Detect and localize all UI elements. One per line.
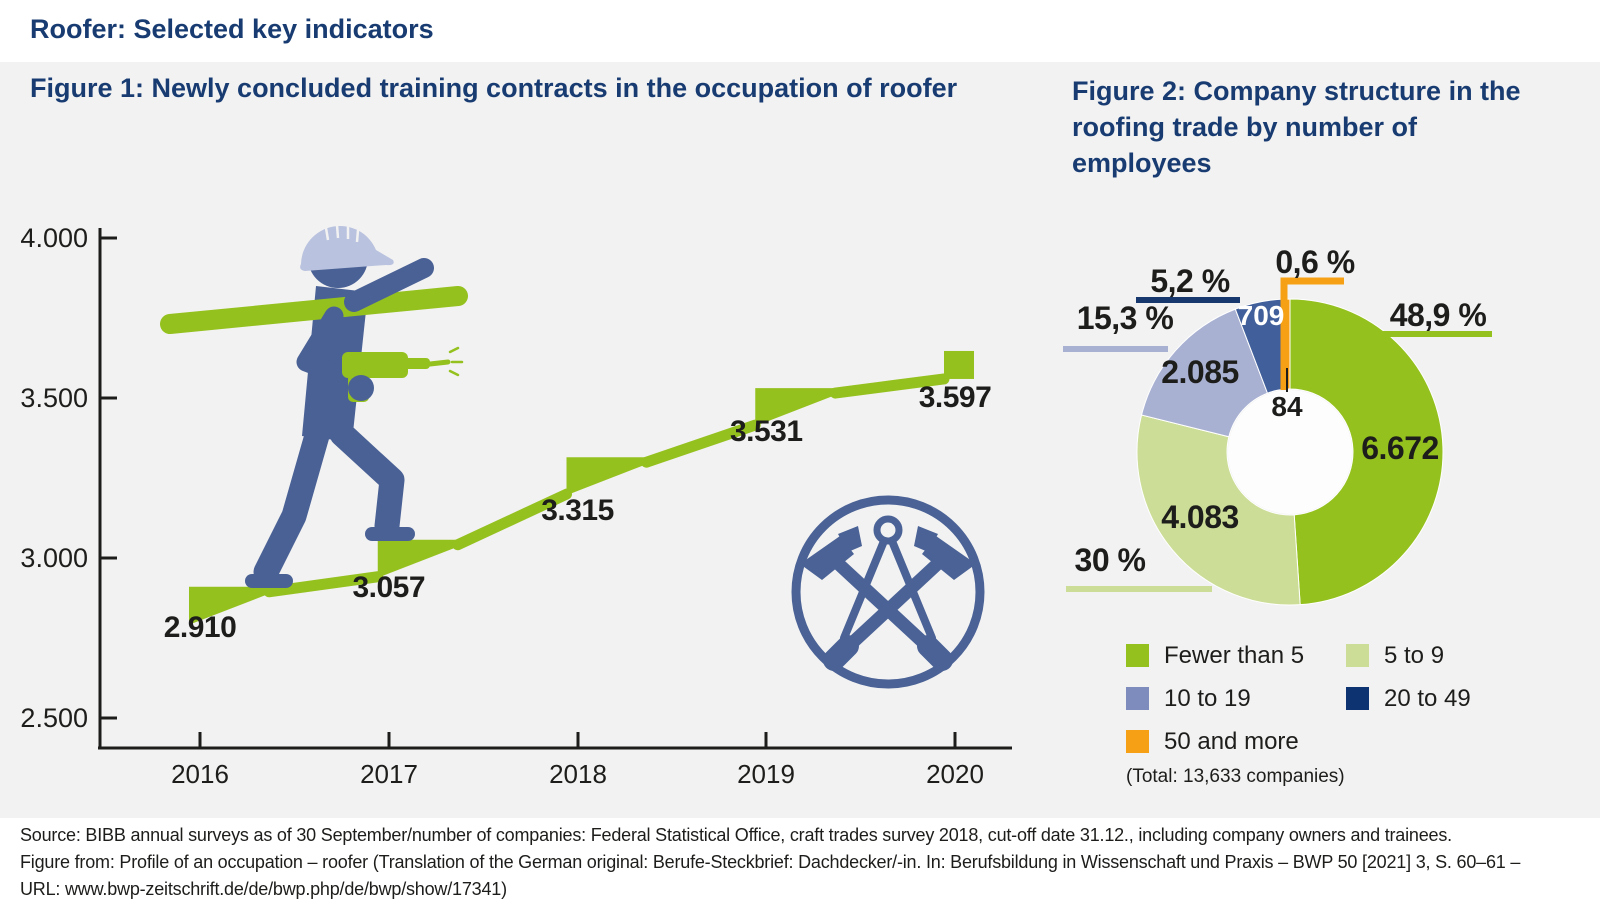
donut-segment-5-to-9 <box>1136 414 1301 606</box>
hard-hat-ridges <box>324 224 360 243</box>
donut-hole <box>1228 390 1352 514</box>
value-label: 2.910 <box>164 611 237 644</box>
percent-label: 30 % <box>1075 542 1146 578</box>
source-line: Figure from: Profile of an occupation – … <box>20 852 1521 872</box>
x-tick-label: 2016 <box>171 759 229 789</box>
donut-segment-10-to-19 <box>1140 308 1269 438</box>
percent-label: 5,2 % <box>1150 263 1229 299</box>
carried-beam <box>160 286 468 334</box>
legend-label: 50 and more <box>1164 727 1299 755</box>
y-tick-label: 4.000 <box>20 223 88 253</box>
legend: Fewer than 5 5 to 9 10 to 19 20 to 49 50… <box>1126 634 1566 763</box>
worker-bent-arm <box>296 306 368 392</box>
source-line: Source: BIBB annual surveys as of 30 Sep… <box>20 825 1452 845</box>
x-tick-label: 2020 <box>926 759 984 789</box>
percent-label: 48,9 % <box>1390 297 1487 333</box>
trend-steps <box>189 350 974 625</box>
donut-segment-fewer-than-5 <box>1289 298 1444 606</box>
legend-label: 20 to 49 <box>1384 684 1471 712</box>
figure1-chart: 4.000 3.500 3.000 2.500 2016 2017 2018 2… <box>20 223 1012 789</box>
legend-swatch-light-green <box>1346 644 1369 667</box>
worker-raised-arm <box>344 258 434 312</box>
x-tick-label: 2018 <box>549 759 607 789</box>
worker-front-leg <box>329 421 405 539</box>
worker-back-leg <box>253 419 331 585</box>
value-label: 3.057 <box>352 571 425 604</box>
figure1-title: Figure 1: Newly concluded training contr… <box>30 73 958 103</box>
legend-label: Fewer than 5 <box>1164 641 1305 669</box>
leader-50-and-more <box>1280 277 1344 390</box>
hard-hat-icon <box>300 225 394 271</box>
legend-label: 10 to 19 <box>1164 684 1251 712</box>
segment-value: 84 <box>1271 391 1303 422</box>
legend-item: 50 and more <box>1126 720 1346 763</box>
percent-label: 0,6 % <box>1275 244 1354 280</box>
source-line: URL: www.bwp-zeitschrift.de/de/bwp.php/d… <box>20 879 507 899</box>
value-label: 3.315 <box>541 494 614 527</box>
total-note: (Total: 13,633 companies) <box>1126 766 1345 787</box>
value-label: 3.597 <box>919 381 992 414</box>
segment-value: 6.672 <box>1361 430 1439 466</box>
legend-swatch-green <box>1126 644 1149 667</box>
legend-swatch-periwinkle <box>1126 687 1149 710</box>
y-tick-label: 2.500 <box>20 703 88 733</box>
figure2-chart: 48,9 % 30 % 15,3 % 5,2 % 0,6 % 6.672 4.0… <box>1063 244 1492 606</box>
legend-swatch-orange <box>1126 730 1149 753</box>
axes <box>98 228 1012 750</box>
legend-item: 20 to 49 <box>1346 677 1566 720</box>
x-tick-label: 2019 <box>737 759 795 789</box>
legend-swatch-navy <box>1346 687 1369 710</box>
segment-value: 2.085 <box>1161 354 1239 390</box>
source-note: Source: BIBB annual surveys as of 30 Sep… <box>20 822 1590 903</box>
roofer-worker-pictogram <box>160 224 468 588</box>
segment-value: 4.083 <box>1161 499 1239 535</box>
legend-item: Fewer than 5 <box>1126 634 1346 677</box>
legend-item: 10 to 19 <box>1126 677 1346 720</box>
page-title: Roofer: Selected key indicators <box>30 14 434 44</box>
segment-value: 709 <box>1238 300 1285 331</box>
y-tick-label: 3.000 <box>20 543 88 573</box>
worker-hand <box>348 375 374 401</box>
legend-label: 5 to 9 <box>1384 641 1445 669</box>
x-tick-label: 2017 <box>360 759 418 789</box>
legend-item: 5 to 9 <box>1346 634 1566 677</box>
value-label: 3.531 <box>730 415 803 448</box>
donut <box>1136 298 1444 606</box>
percent-label: 15,3 % <box>1077 300 1174 336</box>
figure2-title: Figure 2: Company structure in the roofi… <box>1072 76 1521 178</box>
trend-line <box>263 373 950 598</box>
roofer-guild-logo-icon <box>791 495 985 689</box>
y-tick-label: 3.500 <box>20 383 88 413</box>
